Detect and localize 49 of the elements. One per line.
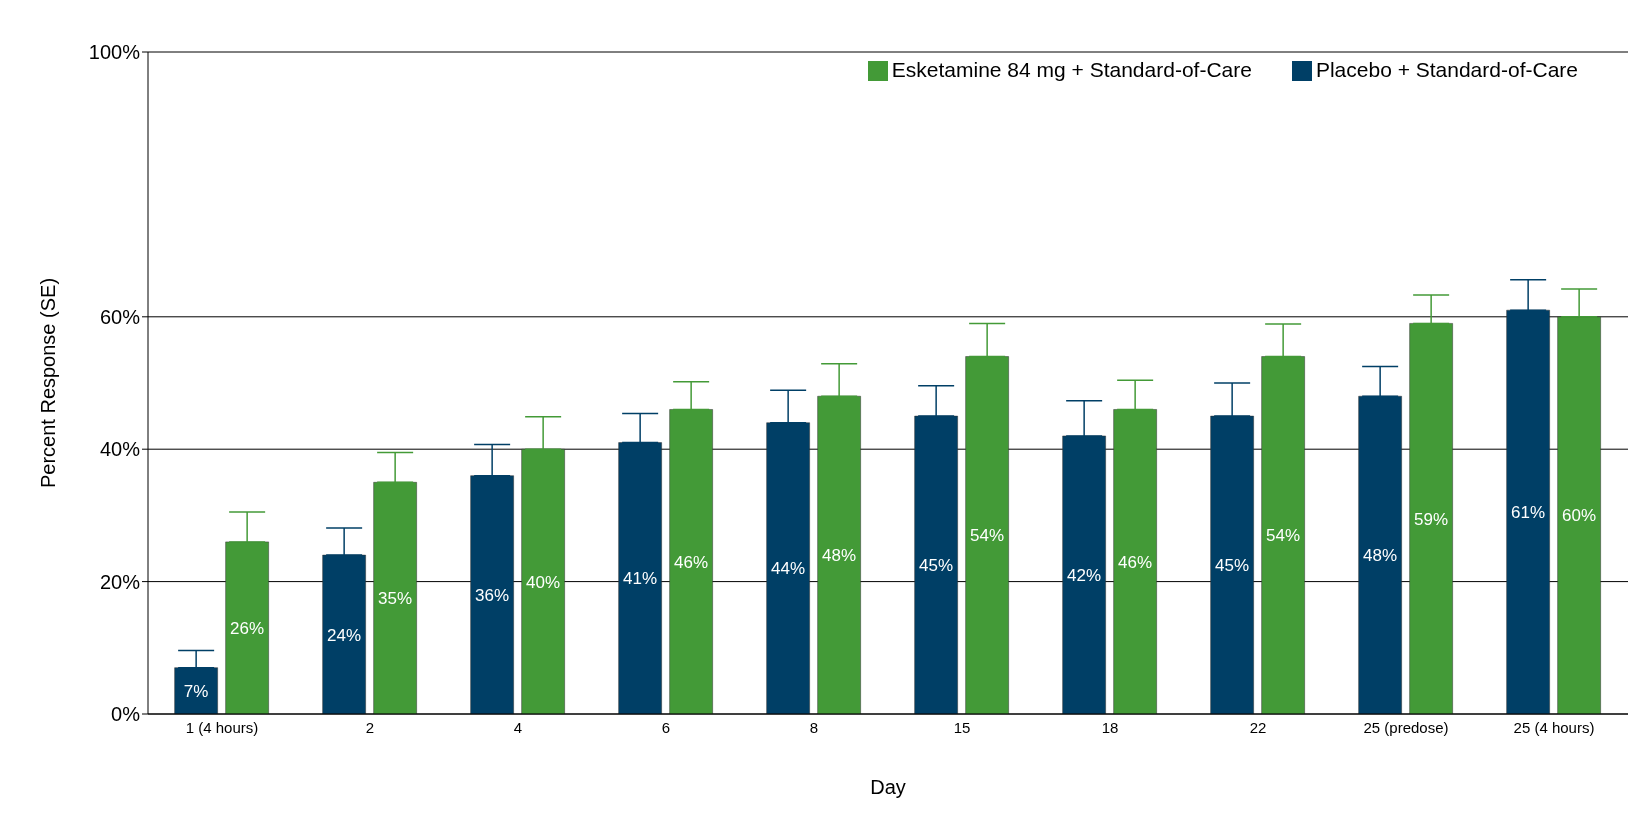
bar xyxy=(322,554,366,714)
x-tick-label: 25 (predose) xyxy=(1363,718,1449,736)
data-label: 35% xyxy=(378,589,413,609)
y-tick-label: 40% xyxy=(99,438,141,461)
x-tick-label: 15 xyxy=(953,718,971,736)
bar xyxy=(1358,395,1402,714)
data-label: 42% xyxy=(1067,566,1102,586)
y-tick-label: 100% xyxy=(88,41,141,64)
bar xyxy=(225,541,269,714)
x-tick-label: 2 xyxy=(365,718,375,736)
data-label: 54% xyxy=(970,526,1005,546)
data-label: 46% xyxy=(674,552,709,572)
legend-label: Placebo + Standard-of-Care xyxy=(1315,58,1578,81)
x-tick-label: 22 xyxy=(1249,718,1267,736)
x-tick-label: 4 xyxy=(513,718,523,736)
bar xyxy=(1062,435,1106,714)
data-label: 36% xyxy=(475,585,510,605)
bar xyxy=(817,395,861,714)
bar xyxy=(914,415,958,714)
data-label: 54% xyxy=(1266,526,1301,546)
legend-label: Esketamine 84 mg + Standard-of-Care xyxy=(891,58,1252,81)
x-tick-label: 8 xyxy=(809,718,819,736)
y-tick-label: 20% xyxy=(99,570,141,593)
bar xyxy=(521,448,565,714)
data-label: 41% xyxy=(623,569,658,589)
x-tick-label: 1 (4 hours) xyxy=(185,718,259,736)
data-label: 7% xyxy=(183,681,209,701)
data-label: 60% xyxy=(1562,506,1597,526)
y-tick-label: 0% xyxy=(111,703,141,726)
data-label: 48% xyxy=(1363,546,1398,566)
data-label: 45% xyxy=(1215,556,1250,576)
data-label: 61% xyxy=(1511,503,1546,523)
data-label: 40% xyxy=(526,572,561,592)
x-tick-label: 6 xyxy=(661,718,671,736)
data-label: 48% xyxy=(822,546,857,566)
bar xyxy=(1506,309,1550,714)
bar xyxy=(1210,415,1254,714)
x-tick-label: 18 xyxy=(1101,718,1119,736)
y-axis-title: Percent Response (SE) xyxy=(37,277,60,489)
x-tick-label: 25 (4 hours) xyxy=(1513,718,1595,736)
x-axis-title: Day xyxy=(870,776,906,798)
data-label: 46% xyxy=(1118,552,1153,572)
data-label: 44% xyxy=(771,559,806,579)
data-label: 59% xyxy=(1414,509,1449,529)
bar xyxy=(1557,316,1601,714)
data-label: 24% xyxy=(327,625,362,645)
data-label: 26% xyxy=(230,618,265,638)
y-tick-label: 60% xyxy=(99,305,141,328)
data-label: 45% xyxy=(919,556,954,576)
